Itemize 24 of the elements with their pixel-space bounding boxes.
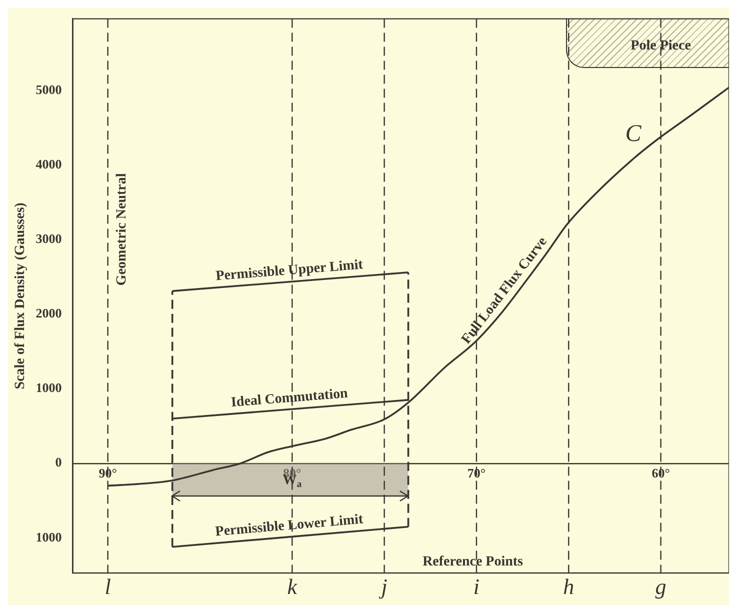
y-tick-label: 1000 <box>36 529 62 544</box>
ref-line-label: i <box>473 574 480 599</box>
series-label: Permissible Upper Limit <box>215 258 364 284</box>
y-tick-label: 0 <box>55 454 62 470</box>
y-tick-label: 1000 <box>36 380 62 396</box>
y-tick-label: 4000 <box>36 156 62 172</box>
ref-line-label: j <box>378 574 388 599</box>
annotation: Reference Points <box>422 554 524 570</box>
y-tick-label: 3000 <box>36 230 62 246</box>
y-axis-title: Scale of Flux Density (Gausses) <box>13 202 28 390</box>
annotation: C <box>625 120 642 147</box>
x-tick-label: 90° <box>98 466 117 481</box>
ref-line-label: k <box>287 574 298 599</box>
annotation: Geometric Neutral <box>114 173 130 286</box>
ref-line-label: l <box>104 574 111 599</box>
y-tick-label: 2000 <box>36 306 62 321</box>
ref-line-label: h <box>563 574 574 599</box>
annotation: Pole Piece <box>630 38 691 54</box>
ref-line-label: g <box>655 574 666 599</box>
x-tick-label: 70° <box>467 466 486 481</box>
series-label: Ideal Commutation <box>230 386 349 411</box>
y-tick-label: 5000 <box>36 82 62 97</box>
x-tick-label: 60° <box>652 466 670 481</box>
series-label: Permissible Lower Limit <box>214 512 364 540</box>
